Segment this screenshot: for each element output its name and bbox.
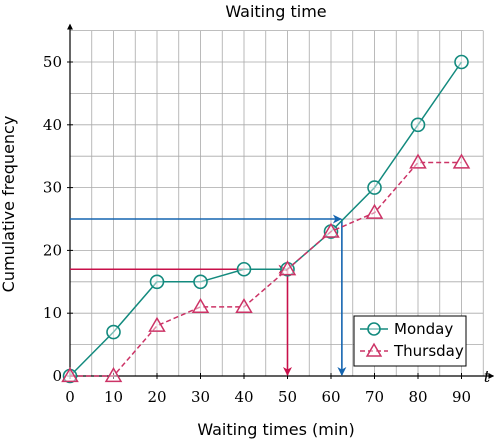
x-tick-label: 0 <box>65 388 75 406</box>
data-point-triangle <box>235 297 253 314</box>
y-axis-title: Cumulative frequency <box>0 116 18 293</box>
y-tick-label: 30 <box>43 179 62 197</box>
x-tick-label: 60 <box>321 388 340 406</box>
legend: Monday Thursday <box>353 315 467 367</box>
axes: 0 10 20 30 40 50 60 70 80 90 0 10 20 30 40 50 <box>43 23 494 406</box>
data-point-triangle <box>278 260 297 276</box>
grid <box>70 30 484 376</box>
x-tick-label: 50 <box>278 388 297 406</box>
data-point-circle <box>454 54 469 70</box>
legend-box <box>353 315 467 367</box>
x-tick-label: 80 <box>408 388 427 406</box>
y-tick-label: 20 <box>43 241 62 259</box>
legend-item: Monday <box>360 320 453 338</box>
y-tick-label: 0 <box>52 367 62 385</box>
y-tick-label: 50 <box>43 53 62 71</box>
y-tick-label: 10 <box>43 304 62 322</box>
x-tick-label: 40 <box>234 388 253 406</box>
data-point-triangle <box>365 342 383 357</box>
data-point-circle <box>106 324 121 340</box>
legend-label: Thursday <box>393 342 464 360</box>
x-tick-label: 20 <box>147 388 166 406</box>
data-point-circle <box>367 180 382 195</box>
legend-label: Monday <box>394 320 453 338</box>
x-tick-label: 90 <box>452 388 471 406</box>
data-point-circle <box>193 274 208 290</box>
data-point-triangle <box>148 316 166 332</box>
data-point-triangle <box>322 222 340 238</box>
x-variable-label: t <box>484 367 491 386</box>
data-point-circle <box>149 274 165 290</box>
data-point-circle <box>367 322 381 336</box>
x-axis-title: Waiting times (min) <box>197 420 354 439</box>
data-point-triangle <box>452 153 471 169</box>
series-line <box>70 161 462 377</box>
legend-item: Thursday <box>360 342 464 360</box>
series-monday <box>62 54 469 384</box>
data-point-triangle <box>409 153 427 169</box>
chart-title: Waiting time <box>225 2 326 21</box>
x-tick-label: 30 <box>191 388 210 406</box>
annotations <box>70 214 347 376</box>
y-tick-label: 40 <box>43 116 62 134</box>
x-tick-label: 70 <box>365 388 384 406</box>
x-tick-label: 10 <box>104 388 123 406</box>
data-point-triangle <box>365 203 384 219</box>
data-point-circle <box>410 117 426 133</box>
series-thursday <box>61 153 471 383</box>
series <box>61 54 471 384</box>
data-point-circle <box>236 261 252 277</box>
data-point-triangle <box>191 297 210 314</box>
data-point-triangle <box>61 367 79 383</box>
series-line <box>69 61 463 377</box>
data-point-triangle <box>104 367 123 383</box>
